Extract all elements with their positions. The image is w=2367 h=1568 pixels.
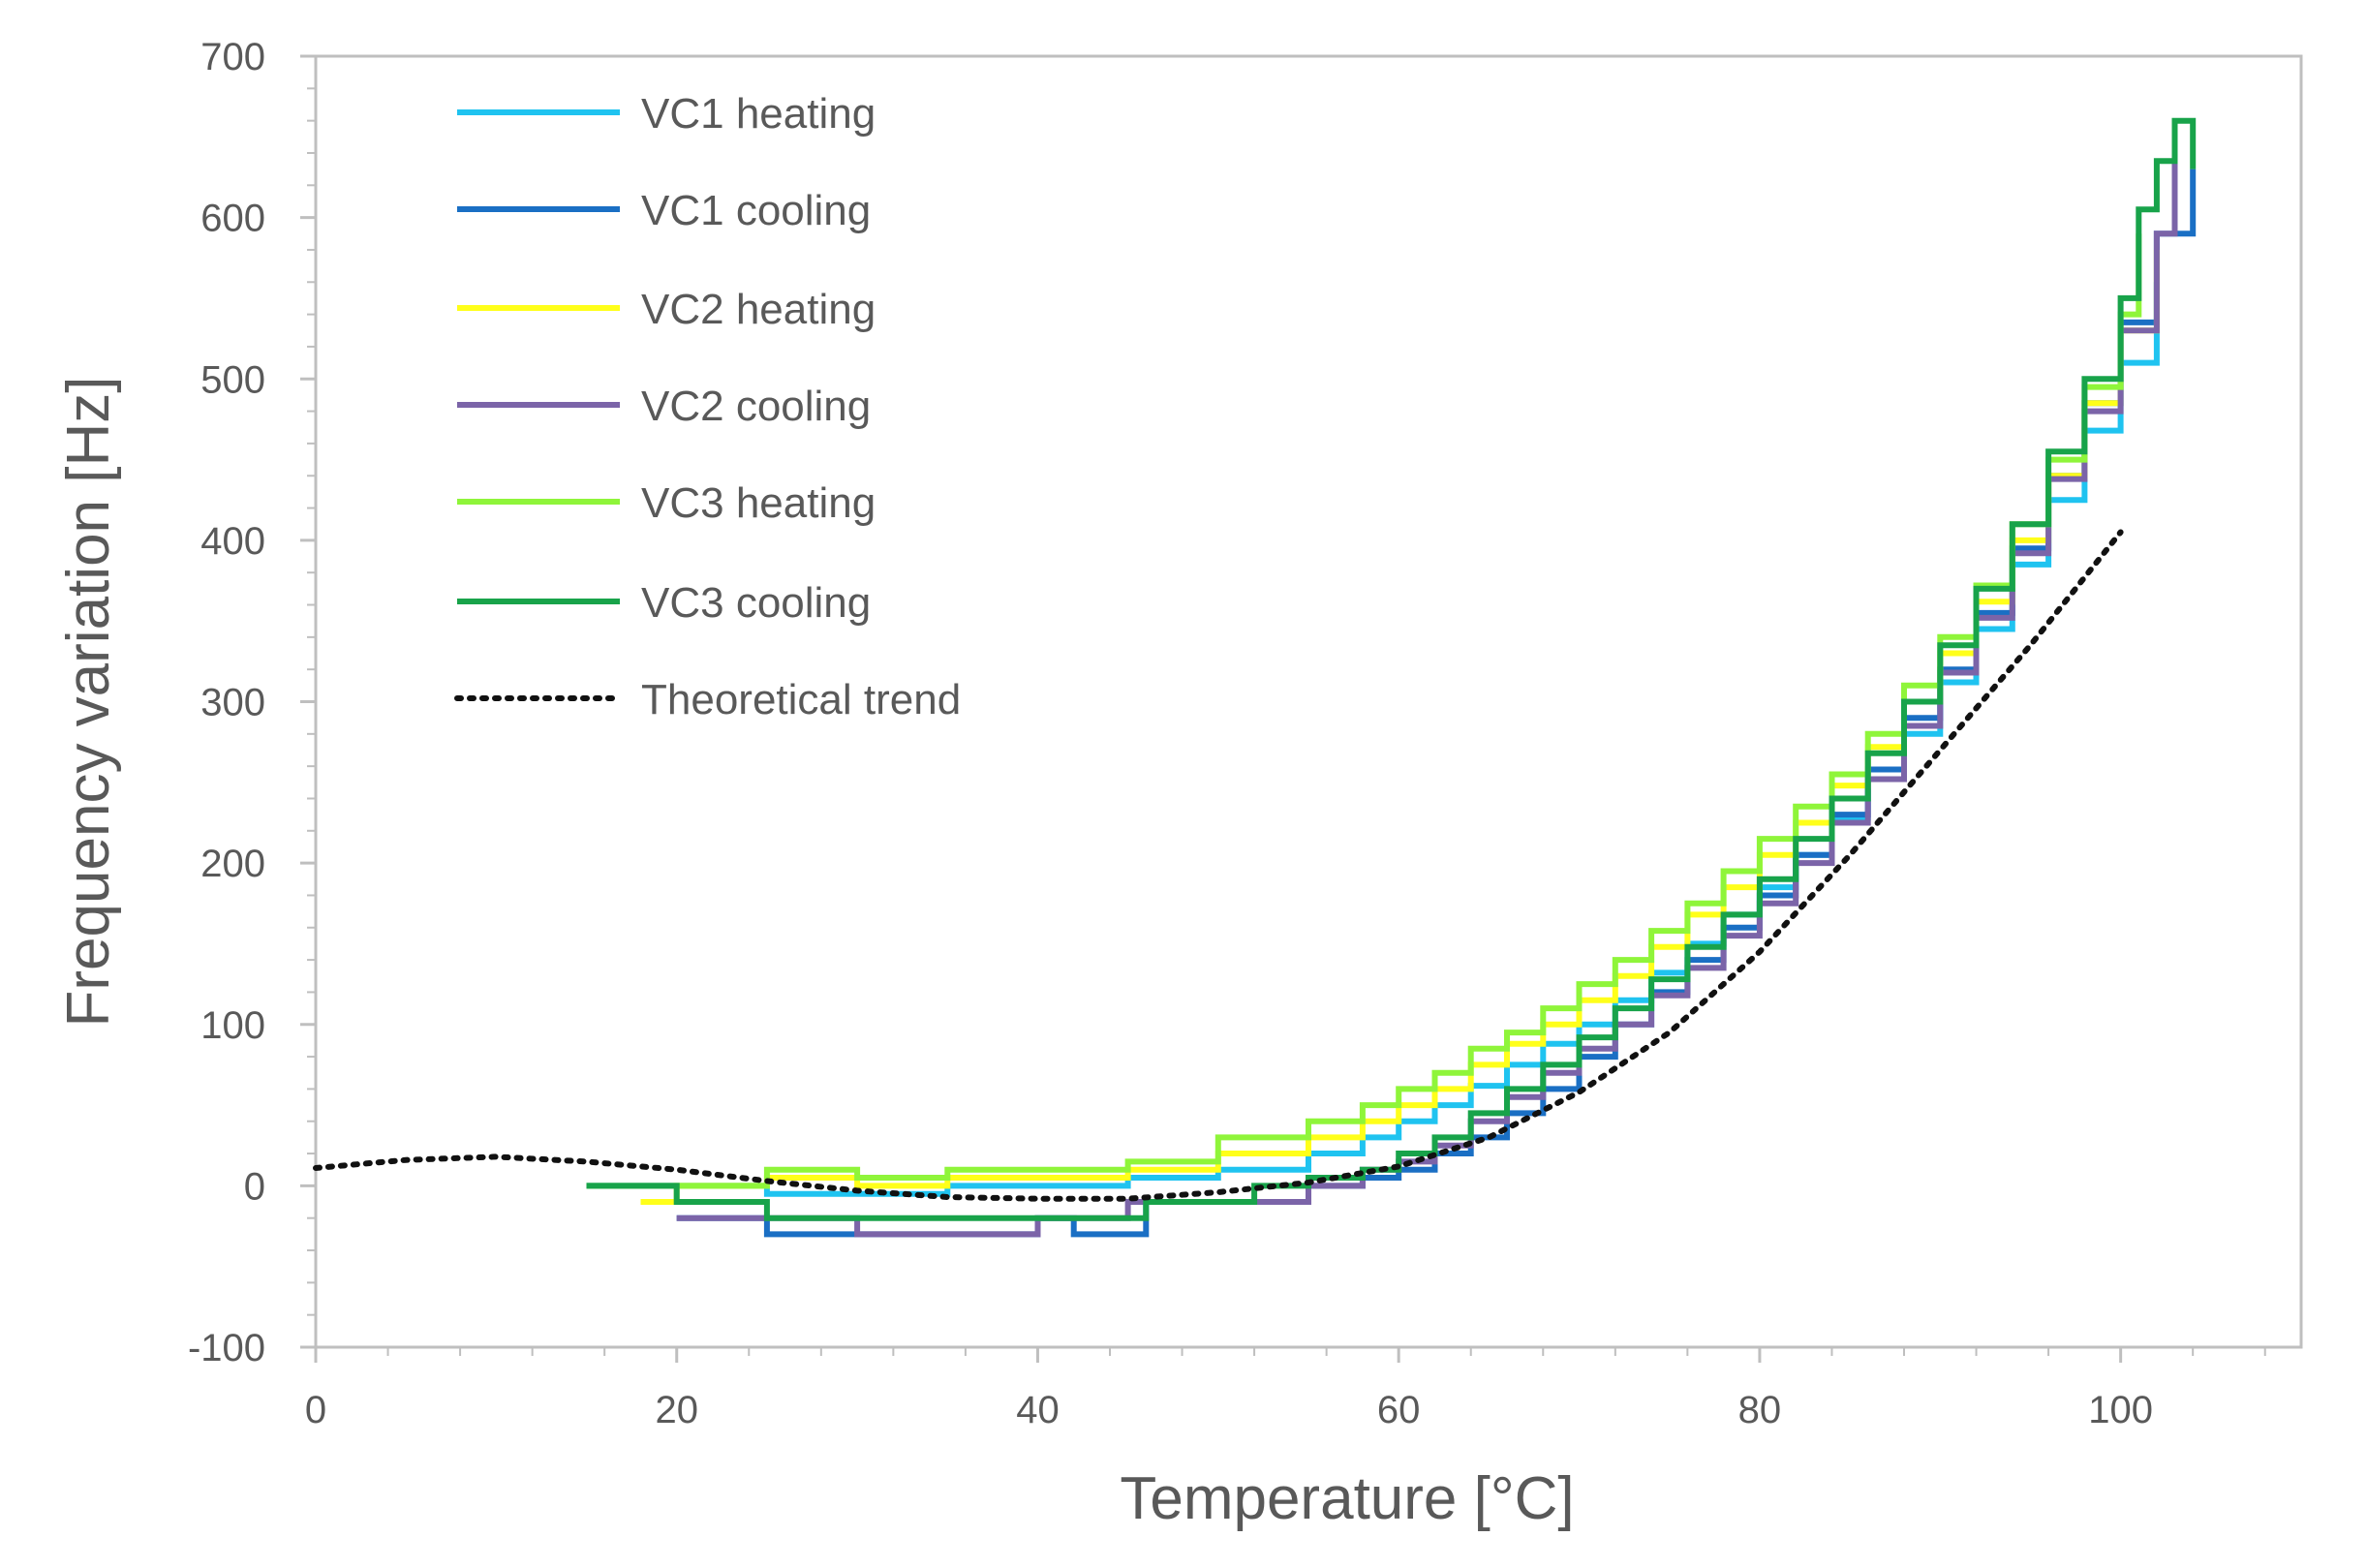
legend-label: VC3 cooling [641,579,871,627]
x-tick-label: 40 [1016,1389,1060,1431]
x-tick-label: 100 [2088,1389,2153,1431]
y-tick-label: -100 [188,1327,265,1369]
y-tick-label: 0 [244,1165,265,1208]
series-lines [313,117,2197,1238]
series-line-vc3-heating [586,233,2142,1189]
series-line-vc3-cooling [586,117,2197,1221]
y-tick-label: 100 [200,1004,265,1047]
y-tick-label: 300 [200,682,265,724]
y-tick-label: 600 [200,198,265,240]
x-axis-title: Temperature [°C] [1120,1465,1574,1532]
legend-label: Theoretical trend [641,676,961,723]
legend-label: VC1 cooling [641,187,871,234]
x-tick-label: 60 [1377,1389,1421,1431]
x-tick-label: 0 [305,1389,326,1431]
y-tick-label: 200 [200,843,265,885]
y-tick-label: 500 [200,358,265,401]
x-tick-label: 20 [655,1389,698,1431]
y-tick-label: 400 [200,520,265,563]
legend-label: VC3 heating [641,479,876,527]
legend-label: VC1 heating [641,90,876,138]
x-tick-label: 80 [1738,1389,1782,1431]
legend-label: VC2 heating [641,286,876,333]
y-tick-label: 700 [200,36,265,78]
legend: VC1 heating VC1 cooling VC2 heating VC2 coo… [454,90,961,723]
series-line-vc1-heating [586,282,2160,1197]
axis-ticks: 0 20 40 60 80 100 -100 0 100 200 300 400 500 600 700 [188,36,2266,1431]
legend-label: VC2 cooling [641,383,871,430]
series-line-theoretical-trend [313,529,2124,1202]
series-line-vc2-cooling [676,137,2178,1238]
y-axis-title: Frequency variation [Hz] [55,377,122,1028]
